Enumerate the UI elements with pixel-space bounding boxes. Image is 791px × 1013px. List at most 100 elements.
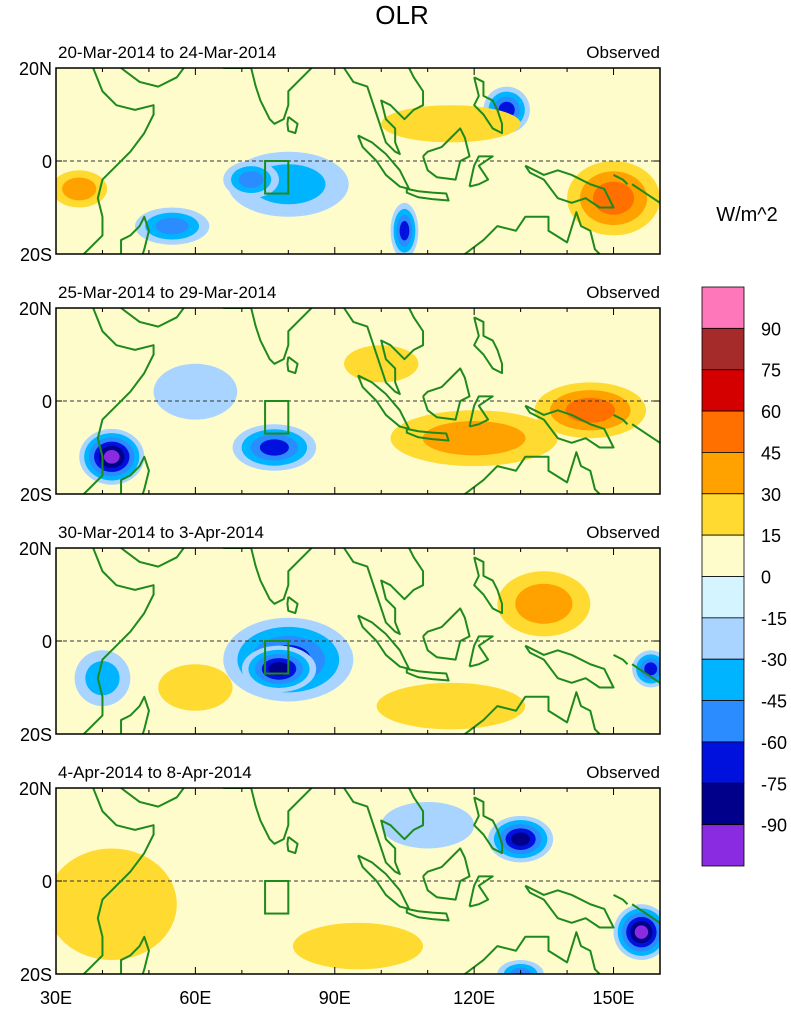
y-tick-label: 0 (42, 872, 52, 892)
panel-1: 20N 0 20S 20-Mar-2014 to 24-Mar-2014 Observe… (19, 43, 661, 265)
coastline (120, 215, 150, 254)
y-tick-label: 20S (20, 485, 52, 505)
coastline (462, 931, 602, 974)
anomaly-contour (103, 450, 120, 464)
coastline (631, 663, 660, 684)
coastline (613, 174, 629, 185)
coastline (120, 68, 186, 88)
coastline (422, 367, 471, 421)
y-tick-label: 20S (20, 725, 52, 745)
coastline (473, 796, 504, 855)
anomaly-contour (62, 177, 97, 201)
panel-label: Observed (586, 523, 660, 542)
coastline (223, 68, 313, 125)
coastline (524, 644, 615, 689)
x-tick-label: 150E (593, 988, 635, 1008)
x-tick-label: 90E (319, 988, 351, 1008)
colorbar-label: -60 (761, 733, 787, 753)
colorbar-label: -30 (761, 650, 787, 670)
coastline (524, 884, 615, 929)
coastline (422, 847, 471, 901)
anomaly-contour (268, 662, 290, 676)
colorbar-label: 0 (761, 568, 771, 588)
anomaly-contour (515, 583, 573, 624)
coastline (286, 596, 299, 615)
colorbar-bin (701, 534, 745, 577)
colorbar-units: W/m^2 (716, 204, 778, 226)
colorbar-bin (701, 741, 745, 784)
anomaly-contour (344, 345, 419, 383)
coastline (357, 614, 411, 670)
coastline (343, 308, 425, 396)
anomaly-contour (592, 181, 635, 215)
coastline (83, 68, 155, 254)
coastline (223, 548, 313, 605)
coastline (468, 395, 494, 428)
coastline (631, 903, 660, 924)
y-tick-label: 20N (19, 539, 52, 559)
coastline (357, 134, 411, 190)
coastline (462, 211, 602, 254)
box-region (264, 400, 290, 435)
panel-label: Observed (586, 283, 660, 302)
colorbar-bin (701, 493, 745, 536)
anomaly-contour (85, 661, 120, 696)
colorbar-bin (701, 286, 745, 329)
coastline (405, 427, 450, 442)
colorbar-bin (701, 410, 745, 453)
box-region (264, 640, 290, 675)
colorbar-bin (701, 700, 745, 743)
coastline (286, 116, 299, 135)
coastline (462, 451, 602, 494)
coastline (343, 68, 425, 156)
colorbar-bin (701, 576, 745, 619)
coastline (631, 423, 660, 444)
coastline (83, 788, 155, 974)
box-region (264, 880, 290, 915)
coastline (83, 308, 155, 494)
y-tick-label: 0 (42, 152, 52, 172)
anomaly-contour (381, 105, 521, 143)
anomaly-contour (511, 832, 530, 846)
panel-field (56, 548, 660, 734)
coastline (357, 854, 411, 910)
coastline (468, 155, 494, 188)
colorbar-bin (701, 658, 745, 701)
anomaly-contour (56, 848, 177, 961)
coastline (286, 356, 299, 375)
y-tick-label: 20N (19, 299, 52, 319)
panel-field (56, 308, 660, 494)
panel-period: 20-Mar-2014 to 24-Mar-2014 (58, 43, 276, 62)
colorbar-bin (701, 327, 745, 371)
anomaly-contour (422, 421, 526, 456)
coastline (468, 635, 494, 668)
anomaly-contour (565, 397, 616, 423)
coastline (613, 414, 629, 425)
anomaly-contour (634, 925, 649, 939)
x-tick-label: 60E (179, 988, 211, 1008)
panel-4: 20N 0 20S 4-Apr-2014 to 8-Apr-2014 Observed (19, 763, 661, 985)
anomaly-contour (292, 922, 424, 970)
y-tick-label: 0 (42, 392, 52, 412)
y-tick-label: 20S (20, 245, 52, 265)
coastline (120, 935, 150, 974)
coastline (120, 308, 186, 328)
coastline (343, 548, 425, 636)
coastline (613, 654, 629, 665)
coastline (473, 556, 504, 615)
coastline (120, 455, 150, 494)
box-region (264, 160, 290, 195)
coastline (462, 691, 602, 734)
colorbar-label: 90 (761, 319, 781, 339)
coastline (405, 667, 450, 682)
x-tick-label: 120E (453, 988, 495, 1008)
coastline (473, 316, 504, 375)
anomaly-contour (158, 664, 233, 711)
colorbar-label: 45 (761, 443, 781, 463)
panel-label: Observed (586, 763, 660, 782)
panel-label: Observed (586, 43, 660, 62)
coastline (223, 788, 313, 845)
colorbar-bin (701, 824, 745, 867)
colorbar-label: 75 (761, 361, 781, 381)
